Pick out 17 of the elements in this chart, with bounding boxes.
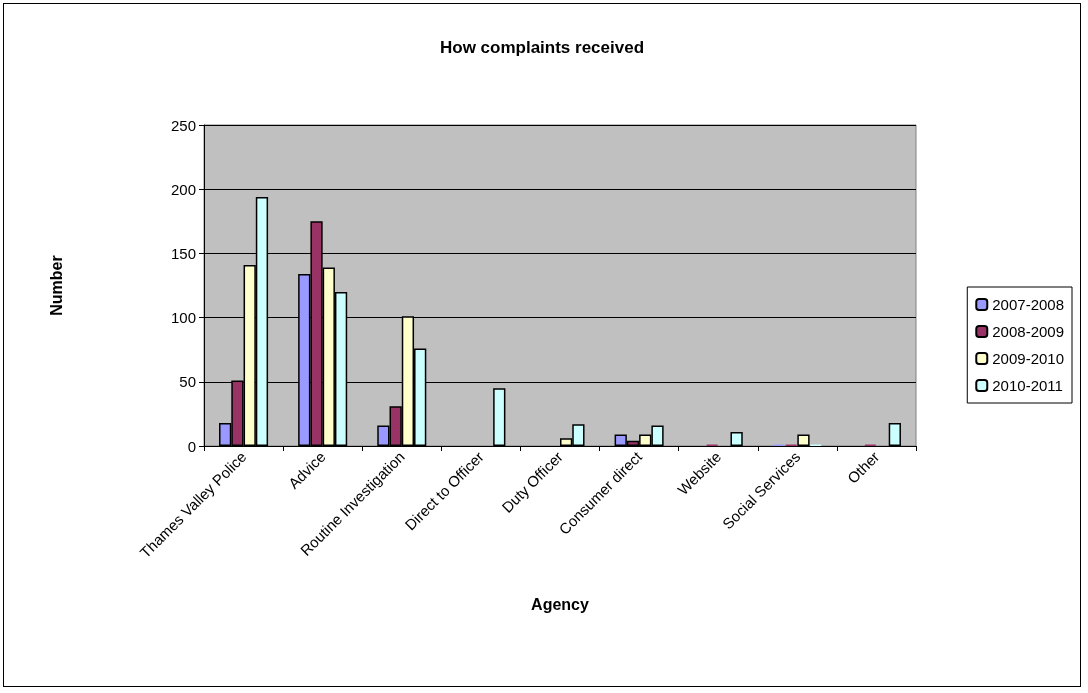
legend-label: 2008-2009 <box>992 323 1064 340</box>
bar <box>888 422 901 446</box>
bar <box>797 434 810 446</box>
y-axis-title: Number <box>47 255 65 316</box>
y-tick-label: 200 <box>170 180 196 198</box>
chart-title: How complaints received <box>439 38 645 57</box>
bar <box>493 388 506 446</box>
y-tick-label: 100 <box>170 309 196 327</box>
bar <box>730 431 743 446</box>
y-tick-label: 50 <box>179 373 196 391</box>
y-tick-label: 150 <box>170 244 196 262</box>
y-tick-label: 250 <box>170 116 196 134</box>
legend-label: 2009-2010 <box>992 350 1064 367</box>
legend-label: 2007-2008 <box>992 296 1064 313</box>
y-tick-label: 0 <box>187 437 196 455</box>
x-axis-title: Agency <box>531 595 589 613</box>
legend-label: 2010-2011 <box>992 377 1063 394</box>
